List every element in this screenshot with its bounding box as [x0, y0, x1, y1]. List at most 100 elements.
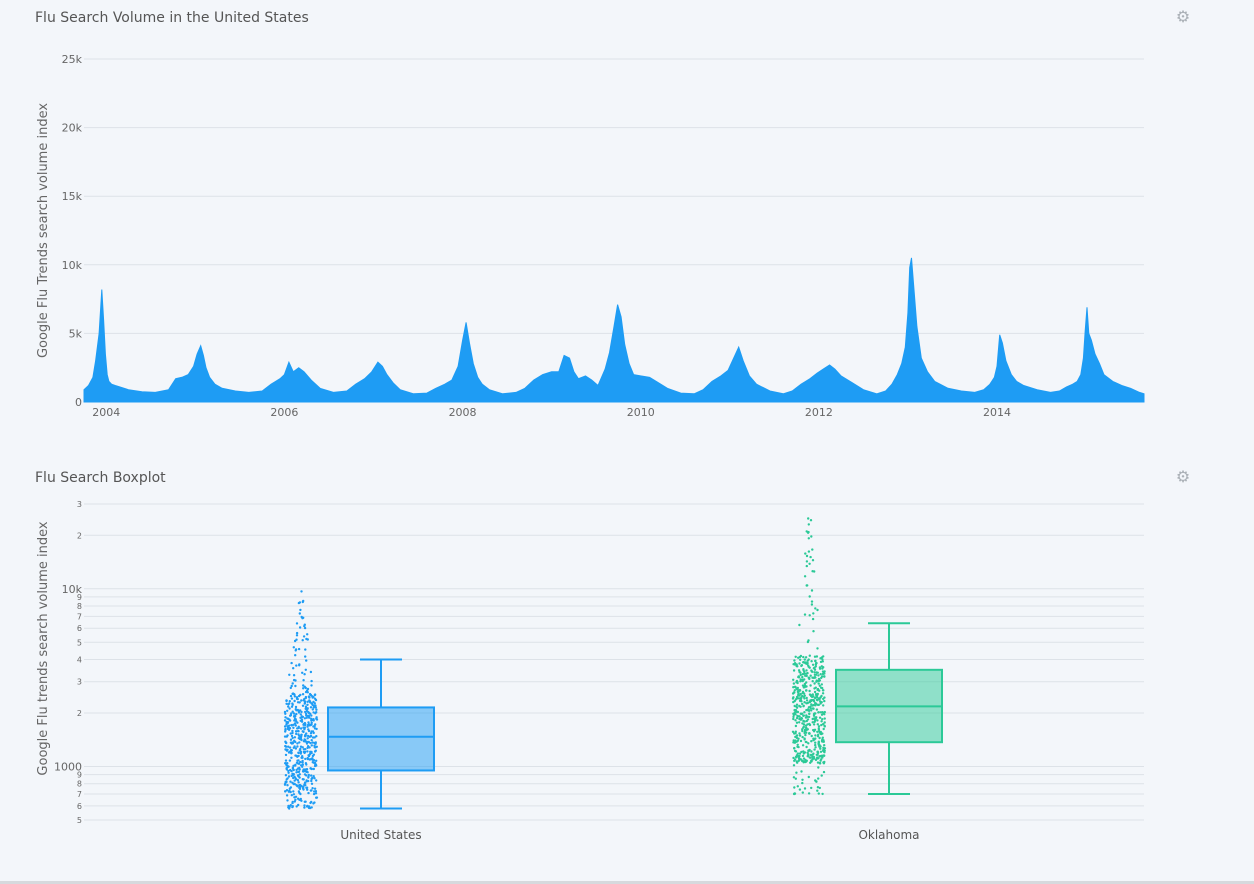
data-point	[295, 712, 298, 716]
data-point	[306, 771, 309, 774]
data-point	[810, 660, 813, 663]
data-point	[798, 752, 802, 755]
data-point	[798, 699, 802, 703]
data-point	[819, 747, 822, 750]
data-point	[820, 720, 823, 723]
data-point	[303, 717, 307, 720]
data-point	[797, 656, 800, 659]
data-point	[309, 694, 313, 697]
data-point	[297, 647, 301, 651]
data-point	[805, 696, 808, 700]
data-point	[815, 673, 818, 676]
data-point	[292, 646, 295, 649]
data-point	[285, 741, 288, 745]
data-point	[299, 608, 302, 612]
data-point	[302, 748, 306, 751]
data-point	[315, 796, 319, 799]
data-point	[296, 742, 299, 745]
data-point	[815, 753, 818, 756]
data-point	[303, 673, 306, 676]
data-point	[820, 683, 823, 686]
data-point	[298, 626, 302, 629]
data-point	[286, 748, 289, 751]
data-point	[305, 768, 309, 771]
gear-icon[interactable]: ⚙	[1175, 7, 1191, 26]
data-point	[812, 707, 815, 710]
data-point	[284, 712, 287, 715]
data-point	[808, 732, 811, 735]
data-point	[285, 699, 288, 702]
data-point	[820, 723, 823, 727]
gear-icon[interactable]: ⚙	[1175, 467, 1191, 486]
data-point	[313, 693, 317, 697]
data-point	[795, 703, 799, 706]
data-point	[287, 775, 291, 778]
data-point	[802, 686, 805, 689]
data-point	[299, 727, 303, 730]
data-point	[306, 687, 310, 691]
data-point	[290, 705, 294, 708]
data-point	[791, 697, 795, 700]
data-point	[309, 732, 313, 735]
data-point	[297, 775, 300, 778]
data-point	[798, 689, 802, 692]
data-point	[303, 721, 307, 725]
data-point	[291, 736, 294, 740]
data-point	[307, 791, 310, 795]
data-point	[817, 674, 820, 677]
data-point	[313, 777, 316, 780]
data-point	[808, 595, 811, 598]
data-point	[813, 728, 817, 731]
data-point	[823, 696, 826, 699]
data-point	[289, 786, 293, 789]
data-point	[311, 761, 314, 764]
data-point	[797, 737, 800, 740]
data-point	[816, 786, 820, 789]
data-point	[817, 682, 820, 685]
data-point	[295, 768, 298, 772]
data-point	[306, 788, 309, 791]
data-point	[285, 702, 288, 705]
data-point	[805, 669, 808, 672]
data-point	[804, 740, 807, 744]
data-point	[806, 531, 810, 534]
data-point	[822, 704, 825, 707]
data-point	[314, 792, 318, 795]
data-point	[289, 780, 292, 783]
data-point	[793, 759, 796, 762]
data-point	[307, 779, 310, 783]
data-point	[284, 753, 288, 757]
data-point	[308, 758, 311, 761]
data-point	[295, 622, 299, 625]
data-point	[290, 684, 293, 688]
data-point	[293, 779, 296, 782]
data-point	[313, 697, 317, 700]
data-point	[816, 692, 819, 696]
data-point	[309, 712, 312, 715]
data-point	[818, 698, 821, 701]
data-point	[813, 671, 816, 674]
data-point	[823, 721, 826, 724]
data-point	[814, 734, 817, 737]
data-point	[297, 759, 300, 762]
data-point	[312, 802, 315, 805]
data-point	[296, 745, 299, 748]
y-tick-label: 10k	[62, 583, 83, 596]
data-point	[816, 735, 820, 738]
data-point	[804, 656, 808, 659]
data-point	[808, 654, 811, 657]
data-point	[817, 711, 820, 714]
data-point	[311, 757, 314, 760]
data-point	[803, 787, 807, 790]
data-point	[808, 562, 811, 565]
data-point	[801, 729, 804, 733]
data-point	[297, 751, 300, 755]
data-point	[295, 761, 299, 764]
data-point	[823, 754, 826, 757]
data-point	[814, 741, 817, 744]
data-point	[306, 734, 310, 738]
data-point	[287, 769, 290, 773]
data-point	[289, 714, 292, 717]
data-point	[292, 790, 295, 793]
data-point	[304, 705, 308, 708]
